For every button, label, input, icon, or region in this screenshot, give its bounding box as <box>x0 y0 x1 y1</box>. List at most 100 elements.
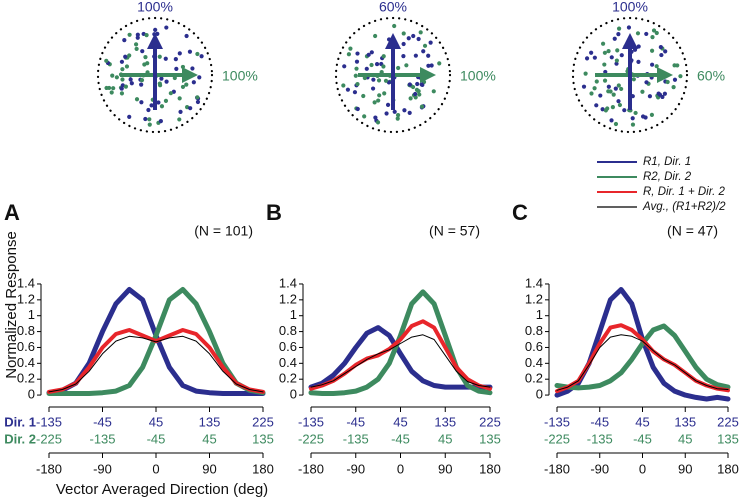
dir2-tick-label: -135 <box>343 431 369 446</box>
series-line <box>556 334 729 391</box>
dot <box>428 40 433 45</box>
x-tick-label: -90 <box>590 461 609 476</box>
dot <box>133 42 139 47</box>
dir2-tick-label: 45 <box>202 431 216 446</box>
dot <box>660 94 665 100</box>
x-tick-label: -90 <box>346 461 365 476</box>
dir1-row-label: Dir. 1 <box>4 414 36 429</box>
dot <box>374 61 380 67</box>
arrow-head <box>385 33 401 49</box>
dot <box>401 41 406 47</box>
dot <box>119 59 125 64</box>
dot <box>635 31 641 36</box>
dot <box>197 75 202 80</box>
aperture <box>571 16 689 134</box>
dot <box>583 71 588 76</box>
dot <box>142 62 147 67</box>
dot <box>630 122 636 127</box>
y-tick-label: 0.6 <box>525 339 543 354</box>
dot <box>633 110 638 116</box>
dot <box>159 104 165 109</box>
dot <box>413 53 418 58</box>
dir1-tick-label: 135 <box>199 414 221 429</box>
dot <box>616 32 621 37</box>
dot <box>407 110 412 115</box>
dot <box>437 61 442 66</box>
dot <box>352 90 358 95</box>
dot <box>111 86 116 91</box>
annotation: (N = 101) <box>194 223 253 239</box>
dot <box>675 63 680 68</box>
dot <box>140 49 145 54</box>
dir1-tick-label: 225 <box>252 414 274 429</box>
dot <box>614 58 619 63</box>
y-tick-label: 1.2 <box>525 291 543 306</box>
dot <box>640 89 645 94</box>
dir1-tick-label: 45 <box>393 414 407 429</box>
dot <box>122 38 127 43</box>
dot <box>376 98 381 103</box>
y-tick-label: 0 <box>290 387 297 402</box>
dot <box>172 75 177 81</box>
dot <box>650 34 655 40</box>
dot <box>168 91 173 96</box>
dir1-coherence: 100% <box>137 0 173 15</box>
dot <box>164 25 169 30</box>
dot <box>602 50 608 55</box>
dot <box>600 41 606 46</box>
dir2-coherence: 100% <box>460 68 496 84</box>
y-tick-label: 1 <box>28 307 35 322</box>
dot <box>124 64 130 69</box>
dot <box>584 56 590 61</box>
dot <box>353 73 358 78</box>
arrow-head <box>657 67 673 83</box>
dot <box>406 36 411 41</box>
dir2-tick-label: -225 <box>298 431 324 446</box>
dot <box>385 102 391 107</box>
dir2-tick-label: 135 <box>717 431 739 446</box>
y-tick-label: 0.2 <box>525 371 543 386</box>
dot <box>616 83 621 88</box>
dot <box>157 54 162 59</box>
dot <box>153 27 158 32</box>
dot <box>195 95 200 100</box>
series-line <box>310 334 491 388</box>
dot <box>381 54 386 59</box>
dir1-tick-label: 225 <box>717 414 739 429</box>
dot <box>180 64 186 70</box>
dir1-tick-label: -135 <box>298 414 324 429</box>
dot <box>177 117 182 122</box>
dot <box>600 107 605 112</box>
dot <box>147 122 152 127</box>
dot <box>143 55 148 60</box>
dot <box>617 102 623 108</box>
dot <box>649 112 655 117</box>
dot <box>415 81 420 87</box>
dot <box>402 108 407 113</box>
dot <box>180 84 186 90</box>
dot <box>195 51 200 57</box>
dot <box>355 51 360 56</box>
dot <box>190 66 195 71</box>
dot <box>134 46 139 52</box>
arrow-head <box>182 67 198 83</box>
dot <box>631 77 636 82</box>
dot <box>419 82 424 87</box>
y-tick-label: 1.4 <box>17 275 35 290</box>
y-tick-label: 0.6 <box>17 339 35 354</box>
dot <box>143 116 148 122</box>
dot <box>589 91 594 96</box>
x-tick-label: 180 <box>252 461 274 476</box>
dot <box>163 56 168 61</box>
dir1-tick-label: -135 <box>36 414 62 429</box>
dot <box>188 106 193 111</box>
dot <box>128 77 133 82</box>
x-tick-label: -180 <box>298 461 324 476</box>
dot <box>345 87 351 92</box>
dot <box>139 78 145 83</box>
dot <box>104 58 109 63</box>
dot <box>173 56 178 62</box>
y-tick-label: 0.4 <box>525 355 543 370</box>
dot <box>341 83 346 88</box>
dot <box>174 66 179 72</box>
